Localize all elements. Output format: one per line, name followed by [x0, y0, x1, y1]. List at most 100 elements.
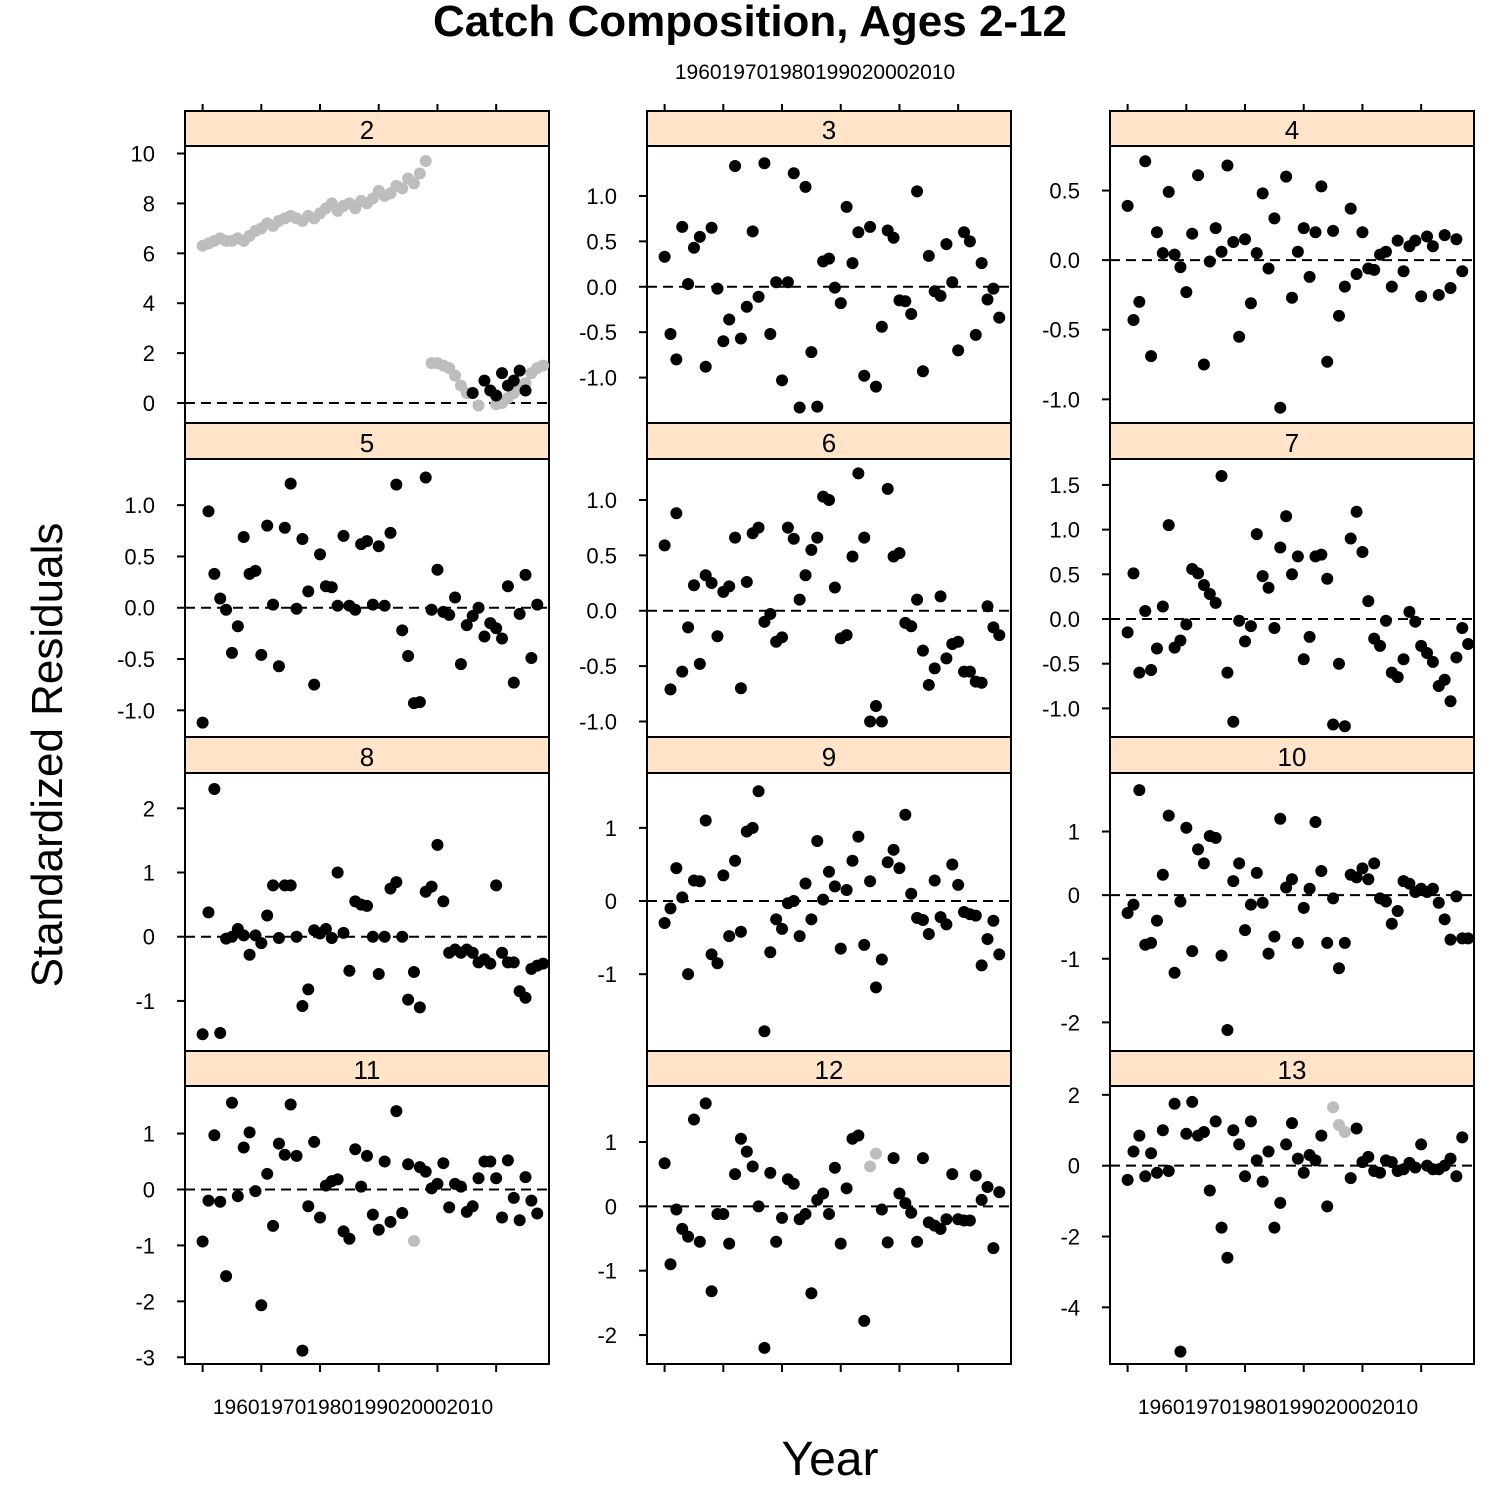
data-point — [899, 1197, 912, 1210]
data-point — [1197, 1126, 1210, 1139]
data-point — [384, 526, 397, 539]
data-point — [1450, 233, 1463, 246]
data-point — [1162, 1164, 1175, 1177]
data-point — [437, 1157, 450, 1170]
data-point — [402, 1158, 415, 1171]
strip-2 — [184, 110, 550, 147]
data-point — [934, 289, 947, 302]
data-point — [1315, 548, 1328, 561]
data-point — [905, 887, 918, 900]
data-point — [1274, 401, 1287, 414]
data-point — [237, 1141, 250, 1154]
data-point — [875, 715, 888, 728]
panel-12: 12 -2 -1 0 1 — [597, 1050, 1012, 1372]
data-point — [740, 300, 753, 313]
panel-8: 8 -1 0 1 2 — [135, 736, 550, 1052]
data-point — [337, 529, 350, 542]
data-point — [658, 539, 671, 552]
y-tick-label: 1 — [143, 861, 155, 886]
data-point — [670, 1203, 683, 1216]
panel-6: 6 -1.0 -0.5 0.0 0.5 1.0 — [579, 422, 1012, 738]
data-point — [1221, 1251, 1234, 1264]
strip-12 — [646, 1050, 1012, 1087]
data-point — [752, 521, 765, 534]
data-point — [846, 550, 859, 563]
data-point — [431, 838, 444, 851]
data-point — [1344, 202, 1357, 215]
data-point — [1262, 947, 1275, 960]
data-point — [1221, 1024, 1234, 1037]
y-tick-label: 0.0 — [586, 275, 617, 300]
x-tick-labels-bottom-right: 196019701980199020002010 — [1138, 1396, 1418, 1419]
data-point — [987, 1242, 1000, 1255]
data-point — [1385, 280, 1398, 293]
data-point — [1291, 1152, 1304, 1165]
data-point — [237, 929, 250, 942]
data-point — [916, 914, 929, 927]
data-point — [734, 682, 747, 695]
data-point — [881, 482, 894, 495]
data-point — [758, 157, 771, 170]
data-point — [278, 1148, 291, 1161]
data-point — [1274, 812, 1287, 825]
y-axis-label: Standardized Residuals — [23, 523, 72, 988]
data-point — [781, 521, 794, 534]
data-point — [864, 715, 877, 728]
data-point — [922, 249, 935, 262]
data-point — [466, 387, 479, 400]
data-point — [325, 581, 338, 594]
data-point — [390, 478, 403, 491]
data-point — [355, 1180, 368, 1193]
data-point — [1350, 505, 1363, 518]
data-point — [1162, 519, 1175, 532]
data-point — [758, 1025, 771, 1038]
data-point — [717, 335, 730, 348]
data-point — [1156, 247, 1169, 260]
y-tick-label: -1.0 — [579, 366, 617, 391]
data-point — [1268, 621, 1281, 634]
data-point — [290, 1149, 303, 1162]
strip-label: 9 — [822, 742, 836, 772]
data-point — [1168, 1097, 1181, 1110]
data-point — [1338, 280, 1351, 293]
data-point — [1362, 1150, 1375, 1163]
data-point — [828, 281, 841, 294]
data-point — [220, 603, 233, 616]
data-point — [1450, 1170, 1463, 1183]
data-point — [934, 590, 947, 603]
data-point — [531, 1207, 544, 1220]
data-point — [881, 1236, 894, 1249]
data-point — [490, 622, 503, 635]
data-point-grey — [407, 1234, 420, 1247]
data-point — [1227, 875, 1240, 888]
data-point — [296, 1000, 309, 1013]
data-point — [858, 1314, 871, 1327]
data-point — [916, 365, 929, 378]
data-point — [361, 899, 373, 912]
y-tick-label: 1 — [143, 1122, 155, 1147]
data-point — [905, 308, 918, 321]
data-point-grey — [407, 177, 420, 190]
data-point — [840, 1182, 853, 1195]
data-point — [752, 290, 765, 303]
data-point — [770, 913, 783, 926]
data-point — [940, 1213, 953, 1226]
data-point — [687, 1113, 700, 1126]
data-point — [805, 543, 818, 556]
data-point-grey — [537, 359, 550, 372]
data-point — [319, 923, 332, 936]
y-tick-label: -1 — [1060, 947, 1080, 972]
panel-10: 10 -2 -1 0 1 — [1060, 736, 1475, 1052]
data-point — [1215, 949, 1228, 962]
y-tick-label: -2 — [597, 1323, 617, 1348]
data-point — [764, 327, 777, 340]
data-point — [243, 1126, 256, 1139]
data-point — [537, 957, 550, 970]
y-tick-label: 1.5 — [1049, 473, 1080, 498]
data-point — [975, 1193, 988, 1206]
data-point — [460, 619, 473, 632]
data-point — [302, 585, 315, 598]
y-tick-label: -1.0 — [117, 698, 155, 723]
data-point — [431, 563, 444, 576]
